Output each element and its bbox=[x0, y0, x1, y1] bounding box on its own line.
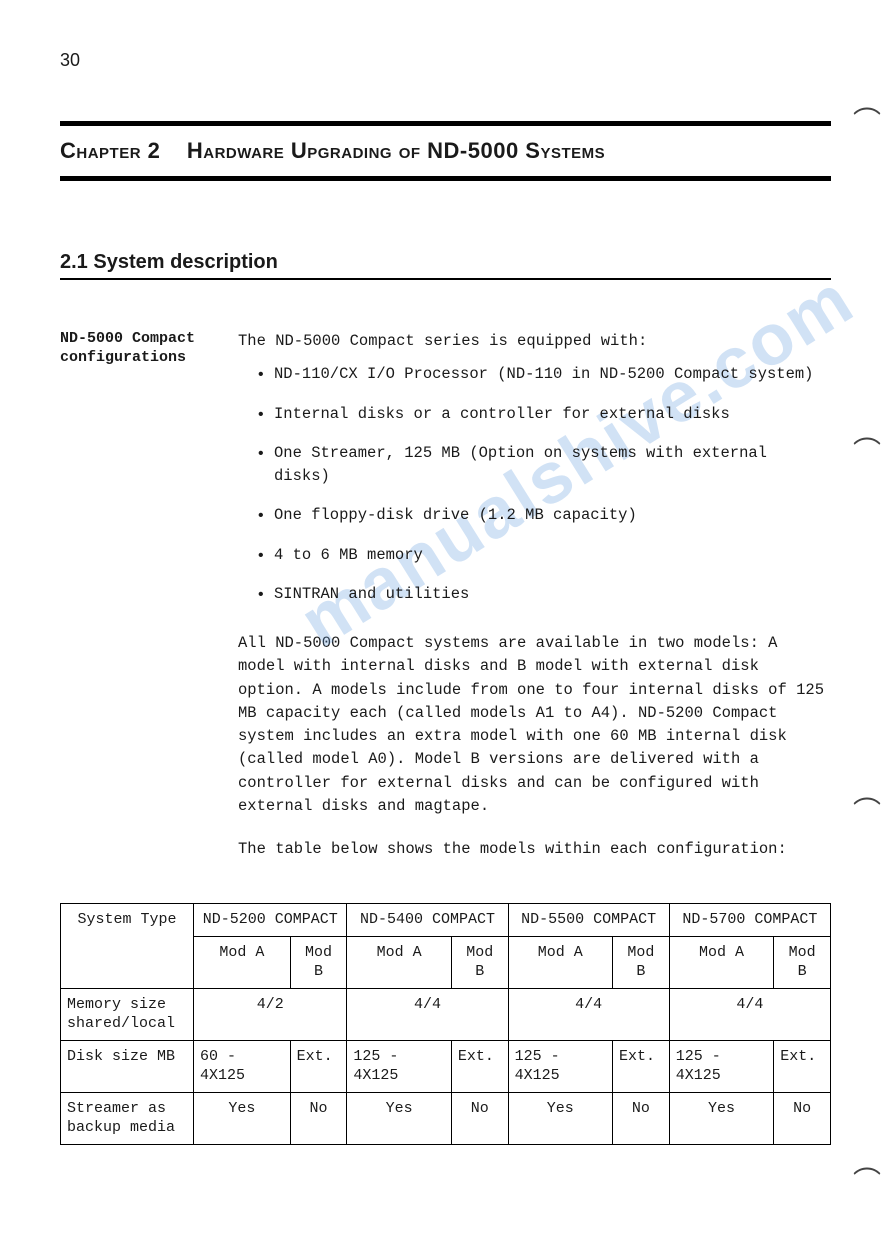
intro-line: The ND-5000 Compact series is equipped w… bbox=[238, 330, 831, 353]
table-cell: 125 - 4X125 bbox=[669, 1040, 773, 1092]
table-subheader: Mod B bbox=[774, 936, 831, 988]
list-item: One floppy-disk drive (1.2 MB capacity) bbox=[256, 504, 831, 527]
chapter-heading-block: Chapter 2 Hardware Upgrading of ND-5000 … bbox=[60, 121, 831, 181]
table-cell: 4/4 bbox=[669, 988, 830, 1040]
table-cell: No bbox=[774, 1092, 831, 1144]
page-curl-mark: ⌒ bbox=[853, 790, 881, 830]
table-header: ND-5200 COMPACT bbox=[194, 904, 347, 937]
table-header: System Type bbox=[61, 904, 194, 989]
page-number: 30 bbox=[60, 50, 831, 71]
table-cell: Ext. bbox=[290, 1040, 347, 1092]
table-row: Disk size MB 60 - 4X125 Ext. 125 - 4X125… bbox=[61, 1040, 831, 1092]
table-subheader: Mod A bbox=[508, 936, 612, 988]
table-cell: Ext. bbox=[613, 1040, 670, 1092]
feature-list: ND-110/CX I/O Processor (ND-110 in ND-52… bbox=[256, 363, 831, 606]
table-cell: Yes bbox=[669, 1092, 773, 1144]
list-item: One Streamer, 125 MB (Option on systems … bbox=[256, 442, 831, 489]
chapter-title: Chapter 2 Hardware Upgrading of ND-5000 … bbox=[60, 138, 605, 163]
table-cell: No bbox=[290, 1092, 347, 1144]
section-title: 2.1 System description bbox=[60, 251, 831, 280]
chapter-prefix: Chapter 2 bbox=[60, 138, 160, 163]
paragraph: The table below shows the models within … bbox=[238, 838, 831, 861]
table-header: ND-5500 COMPACT bbox=[508, 904, 669, 937]
table-cell: 4/2 bbox=[194, 988, 347, 1040]
table-header: ND-5400 COMPACT bbox=[347, 904, 508, 937]
table-subheader: Mod B bbox=[290, 936, 347, 988]
table-cell: Ext. bbox=[774, 1040, 831, 1092]
table-subheader: Mod A bbox=[669, 936, 773, 988]
table-subheader: Mod B bbox=[451, 936, 508, 988]
table-cell: Yes bbox=[508, 1092, 612, 1144]
list-item: 4 to 6 MB memory bbox=[256, 544, 831, 567]
content-row: ND-5000 Compact configurations The ND-50… bbox=[60, 330, 831, 881]
table-subheader: Mod B bbox=[613, 936, 670, 988]
table-cell: No bbox=[451, 1092, 508, 1144]
table-cell: Ext. bbox=[451, 1040, 508, 1092]
table-row: Memory size shared/local 4/2 4/4 4/4 4/4 bbox=[61, 988, 831, 1040]
table-header: ND-5700 COMPACT bbox=[669, 904, 830, 937]
margin-label-line: ND-5000 Compact bbox=[60, 330, 220, 349]
table-cell: 60 - 4X125 bbox=[194, 1040, 291, 1092]
table-rowlabel: Disk size MB bbox=[61, 1040, 194, 1092]
table-subheader: Mod A bbox=[194, 936, 291, 988]
table-cell: 4/4 bbox=[347, 988, 508, 1040]
list-item: SINTRAN and utilities bbox=[256, 583, 831, 606]
margin-label: ND-5000 Compact configurations bbox=[60, 330, 220, 881]
page-curl-mark: ⌒ bbox=[853, 1160, 881, 1200]
table-row: Streamer as backup media Yes No Yes No Y… bbox=[61, 1092, 831, 1144]
paragraph: All ND-5000 Compact systems are availabl… bbox=[238, 632, 831, 818]
table-row: System Type ND-5200 COMPACT ND-5400 COMP… bbox=[61, 904, 831, 937]
table-rowlabel: Memory size shared/local bbox=[61, 988, 194, 1040]
page-curl-mark: ⌒ bbox=[853, 430, 881, 470]
document-page: 30 ⌒ ⌒ ⌒ ⌒ Chapter 2 Hardware Upgrading … bbox=[0, 0, 891, 1185]
margin-label-line: configurations bbox=[60, 349, 220, 368]
table-subheader: Mod A bbox=[347, 936, 451, 988]
configuration-table: System Type ND-5200 COMPACT ND-5400 COMP… bbox=[60, 903, 831, 1145]
table-rowlabel: Streamer as backup media bbox=[61, 1092, 194, 1144]
table-cell: No bbox=[613, 1092, 670, 1144]
chapter-main: Hardware Upgrading of ND-5000 Systems bbox=[187, 138, 605, 163]
page-curl-mark: ⌒ bbox=[853, 100, 881, 140]
table-cell: Yes bbox=[347, 1092, 451, 1144]
table-cell: Yes bbox=[194, 1092, 291, 1144]
list-item: Internal disks or a controller for exter… bbox=[256, 403, 831, 426]
content-body: The ND-5000 Compact series is equipped w… bbox=[238, 330, 831, 881]
table-cell: 4/4 bbox=[508, 988, 669, 1040]
table-cell: 125 - 4X125 bbox=[347, 1040, 451, 1092]
table-cell: 125 - 4X125 bbox=[508, 1040, 612, 1092]
list-item: ND-110/CX I/O Processor (ND-110 in ND-52… bbox=[256, 363, 831, 386]
